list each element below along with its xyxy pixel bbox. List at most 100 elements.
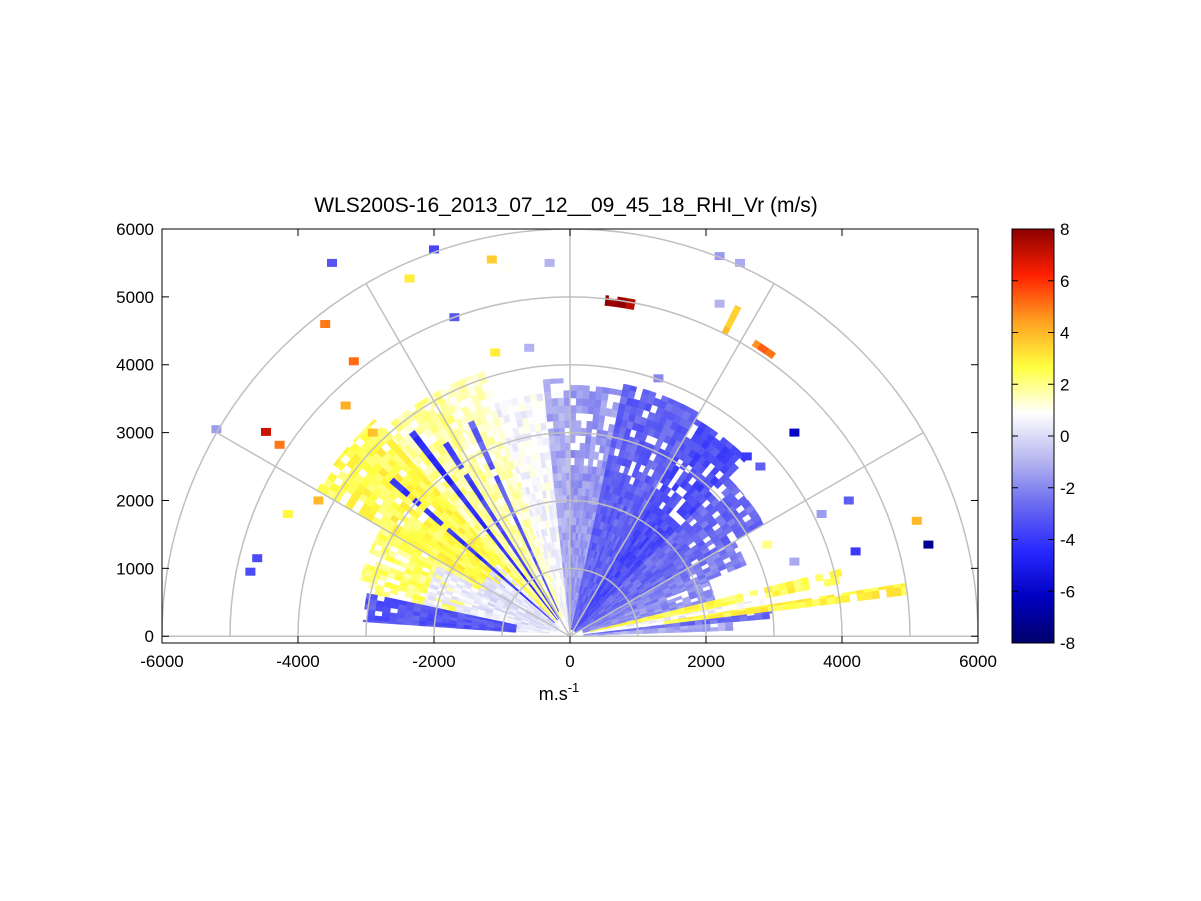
velocity-cell [573, 472, 579, 481]
y-tick-label: 2000 [116, 491, 154, 510]
velocity-sector [408, 429, 558, 621]
velocity-sector [467, 420, 560, 612]
velocity-cell [574, 457, 580, 466]
velocity-cell [819, 597, 829, 606]
velocity-cell [569, 412, 577, 421]
velocity-cell [587, 405, 595, 415]
velocity-cell [572, 532, 576, 541]
velocity-cell [650, 628, 659, 632]
velocity-cell [518, 402, 527, 412]
velocity-cell [574, 450, 581, 459]
velocity-cell [595, 386, 604, 393]
velocity-cell [408, 429, 419, 440]
velocity-cell [556, 510, 561, 519]
velocity-cell [479, 464, 487, 474]
velocity-cell [574, 532, 579, 541]
velocity-cell [581, 405, 589, 414]
velocity-cell [575, 420, 582, 429]
velocity-cell [373, 620, 382, 624]
velocity-cell [555, 457, 562, 466]
velocity-cell [582, 385, 590, 392]
velocity-cell [449, 381, 459, 389]
velocity-cell [573, 502, 578, 511]
velocity-cell [725, 626, 734, 632]
velocity-cell [562, 494, 567, 503]
velocity-cell [569, 405, 577, 414]
velocity-cell [582, 390, 590, 399]
velocity-cell [577, 487, 582, 496]
velocity-cell [575, 397, 583, 407]
velocity-cell [575, 427, 582, 436]
velocity-cell [605, 295, 610, 299]
velocity-cell [320, 320, 331, 328]
velocity-cell [556, 465, 562, 474]
velocity-cell [544, 258, 555, 267]
colorbar-tick-label: -2 [1060, 479, 1075, 498]
velocity-cell [871, 589, 881, 600]
velocity-cell [442, 441, 453, 452]
velocity-cell [390, 418, 400, 427]
velocity-cell [579, 442, 586, 452]
velocity-cell [366, 614, 375, 622]
x-tick-label: 6000 [959, 652, 997, 671]
velocity-sector [494, 391, 570, 624]
velocity-cell [695, 624, 704, 629]
velocity-cell [579, 450, 585, 459]
velocity-cell [558, 525, 563, 534]
velocity-cell [561, 479, 567, 489]
chart-title: WLS200S-16_2013_07_12__09_45_18_RHI_Vr (… [314, 194, 818, 217]
y-tick-label: 0 [145, 627, 154, 646]
velocity-cell [359, 574, 365, 581]
velocity-cell [582, 465, 589, 474]
velocity-cell [563, 405, 571, 414]
velocity-cell [473, 599, 481, 605]
velocity-cell [374, 605, 384, 612]
velocity-cell [582, 472, 588, 482]
y-tick-label: 5000 [116, 288, 154, 307]
velocity-cell [600, 392, 609, 402]
velocity-cell [856, 592, 866, 602]
velocity-cell [545, 466, 552, 476]
velocity-cell [543, 383, 551, 393]
velocity-cell [572, 517, 577, 526]
velocity-cell [536, 437, 544, 447]
velocity-cell [557, 405, 565, 414]
velocity-cell [665, 626, 674, 631]
velocity-cell [536, 399, 545, 409]
velocity-cell [557, 517, 562, 526]
velocity-cell [261, 427, 271, 436]
x-axis-label: m.s-1 [539, 680, 580, 704]
velocity-cell [545, 405, 553, 415]
velocity-cell [592, 413, 600, 423]
x-tick-label: -4000 [276, 652, 319, 671]
velocity-cell [559, 442, 566, 451]
velocity-cell [714, 299, 725, 308]
velocity-cell [863, 591, 873, 601]
velocity-cell [695, 627, 704, 633]
velocity-cell [544, 391, 552, 400]
velocity-cell [554, 442, 561, 452]
velocity-cell [564, 420, 571, 429]
velocity-cell [561, 487, 567, 496]
velocity-cell [558, 420, 565, 429]
velocity-cell [551, 405, 559, 414]
velocity-cell [368, 547, 374, 555]
velocity-cell [642, 628, 652, 632]
velocity-cell [471, 607, 479, 612]
velocity-cell [755, 462, 766, 471]
velocity-cell [532, 415, 541, 425]
velocity-cell [573, 494, 578, 503]
velocity-cell [576, 494, 582, 504]
velocity-cell [573, 487, 579, 496]
velocity-cell [569, 390, 577, 399]
colorbar-tick-label: -8 [1060, 634, 1075, 653]
velocity-cell [548, 435, 556, 445]
velocity-cell [672, 626, 681, 631]
colorbar [1011, 228, 1055, 644]
velocity-cell [587, 398, 596, 407]
velocity-cell [512, 427, 520, 437]
velocity-cell [558, 427, 565, 436]
velocity-cell [366, 619, 375, 623]
velocity-cell [557, 397, 565, 407]
velocity-cell [575, 390, 584, 399]
